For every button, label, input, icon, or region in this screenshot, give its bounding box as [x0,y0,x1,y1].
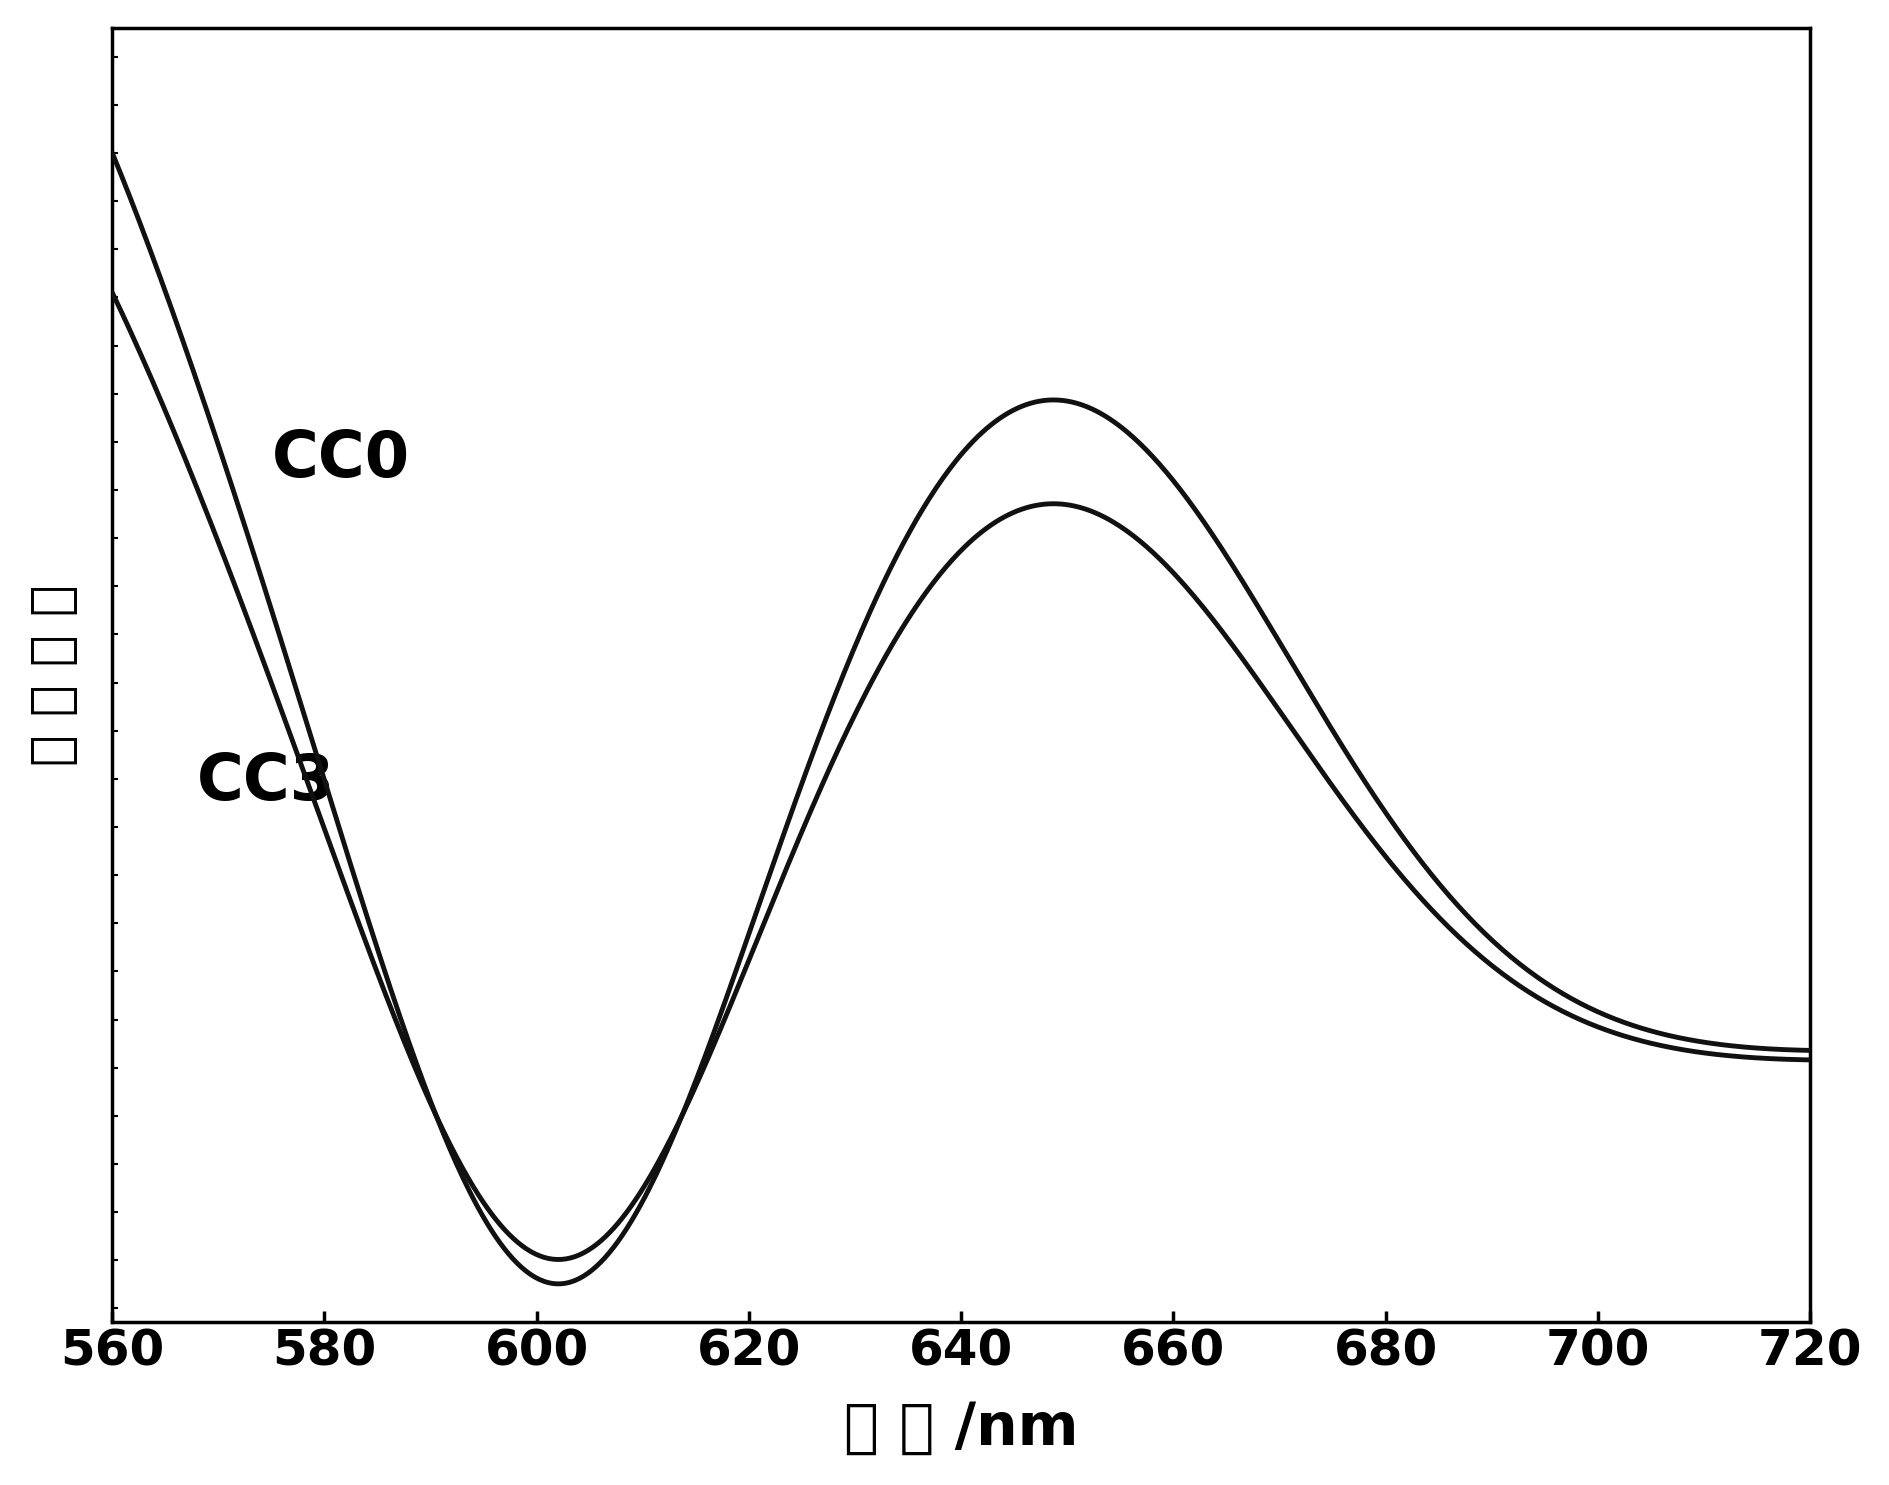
X-axis label: 波 长 /nm: 波 长 /nm [842,1400,1079,1457]
Text: CC3: CC3 [196,751,334,814]
Y-axis label: 累 计 强 度: 累 计 强 度 [28,584,79,766]
Text: CC0: CC0 [272,428,410,490]
